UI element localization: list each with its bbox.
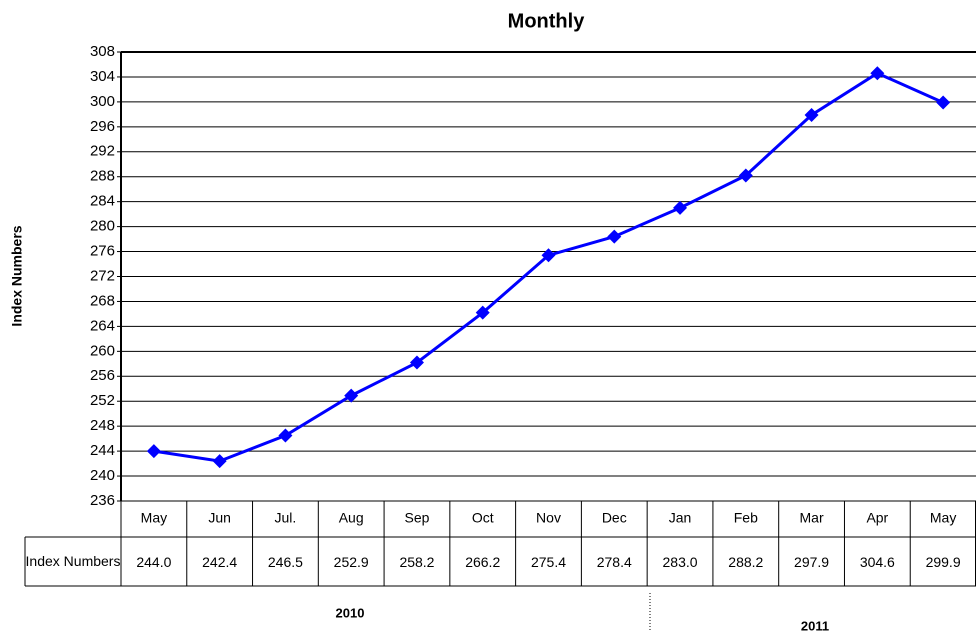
y-tick-label: 292 [90, 143, 115, 160]
x-tick-label: Dec [602, 510, 627, 526]
x-tick-label: Aug [339, 510, 364, 526]
y-tick-label: 272 [90, 267, 115, 284]
y-axis-label: Index Numbers [9, 225, 25, 326]
y-tick-label: 304 [90, 68, 115, 85]
y-tick-label: 308 [90, 43, 115, 60]
y-tick-label: 296 [90, 118, 115, 135]
y-tick-label: 260 [90, 342, 115, 359]
group-label: 2010 [336, 605, 365, 620]
marker [870, 66, 885, 81]
marker [607, 229, 622, 244]
x-tick-label: Nov [536, 510, 561, 526]
table-value: 242.4 [202, 554, 237, 570]
table-value: 299.9 [926, 554, 961, 570]
marker [278, 428, 293, 443]
table-value: 246.5 [268, 554, 303, 570]
table-value: 258.2 [399, 554, 434, 570]
y-tick-label: 300 [90, 93, 115, 110]
y-tick-label: 244 [90, 442, 115, 459]
table-value: 304.6 [860, 554, 895, 570]
chart-title: Monthly [508, 10, 586, 32]
table-value: 288.2 [728, 554, 763, 570]
table-value: 278.4 [597, 554, 632, 570]
y-tick-label: 236 [90, 492, 115, 509]
marker [804, 107, 819, 122]
table-value: 266.2 [465, 554, 500, 570]
table-value: 297.9 [794, 554, 829, 570]
x-tick-label: Jan [669, 510, 692, 526]
y-tick-label: 276 [90, 243, 115, 260]
line [153, 71, 944, 463]
x-tick-label: Mar [800, 510, 824, 526]
y-tick-label: 264 [90, 317, 115, 334]
marker [212, 454, 227, 469]
y-tick-label: 280 [90, 218, 115, 235]
x-tick-label: Apr [866, 510, 888, 526]
marker [541, 248, 556, 263]
x-tick-label: Oct [472, 510, 494, 526]
y-tick-label: 268 [90, 292, 115, 309]
table-value: 283.0 [663, 554, 698, 570]
x-tick-label: Jun [208, 510, 231, 526]
marker [738, 168, 753, 183]
x-tick-label: Jul. [275, 510, 297, 526]
y-tick-label: 240 [90, 467, 115, 484]
marker [409, 355, 424, 370]
y-tick-label: 288 [90, 168, 115, 185]
table-header-cell: Index Numbers [25, 553, 121, 569]
x-tick-label: Feb [734, 510, 758, 526]
table-value: 275.4 [531, 554, 566, 570]
group-label: 2011 [801, 618, 829, 633]
table-value: 244.0 [136, 554, 171, 570]
table-row-label: Index Numbers [25, 553, 121, 569]
marker [146, 444, 161, 459]
marker [673, 200, 688, 215]
x-tick-label: Sep [405, 510, 430, 526]
x-tick-label: May [930, 510, 956, 526]
y-tick-label: 256 [90, 367, 115, 384]
table-value: 252.9 [334, 554, 369, 570]
y-tick-label: 248 [90, 417, 115, 434]
x-tick-label: May [141, 510, 167, 526]
marker [475, 305, 490, 320]
y-tick-label: 284 [90, 193, 115, 210]
marker [936, 95, 951, 110]
y-tick-label: 252 [90, 392, 115, 409]
marker [344, 388, 359, 403]
